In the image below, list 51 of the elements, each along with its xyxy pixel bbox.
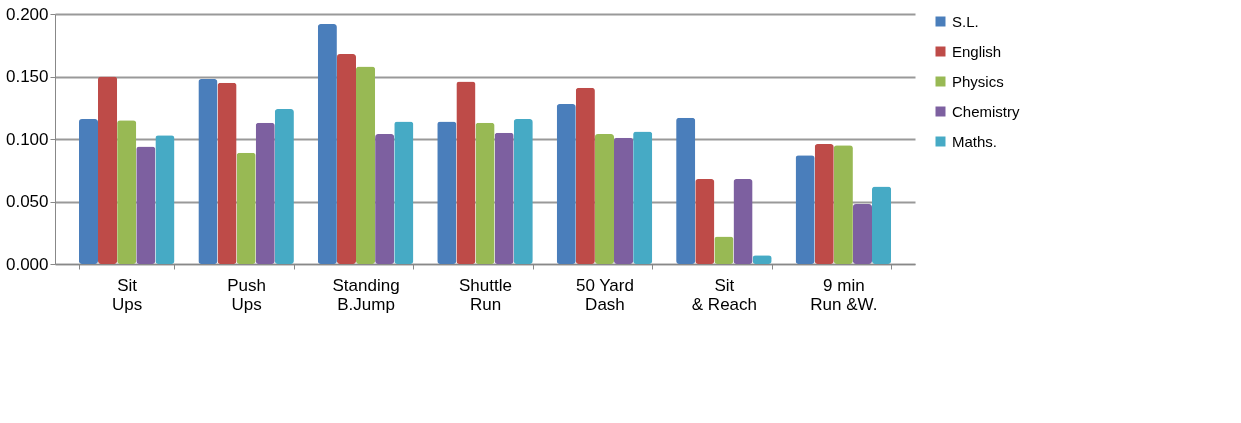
x-tick-label: Standing B.Jump — [332, 275, 400, 314]
legend-label: Maths. — [952, 132, 998, 150]
bar — [494, 132, 514, 264]
bar — [394, 121, 414, 264]
x-tick-label: 50 Yard Dash — [575, 275, 634, 314]
bar — [594, 134, 614, 264]
y-tick-label: 0.050 — [5, 192, 49, 211]
legend-label: Chemistry — [952, 102, 1021, 120]
bar — [695, 179, 715, 264]
bar — [317, 24, 337, 264]
y-tick-label: 0.200 — [5, 4, 49, 24]
bar — [814, 144, 834, 264]
bar — [98, 76, 118, 264]
bar — [872, 186, 892, 264]
bar — [255, 122, 275, 264]
bar — [217, 82, 237, 264]
bar — [336, 54, 356, 264]
bar — [833, 145, 853, 264]
y-tick-label: 0.150 — [5, 67, 49, 86]
bar — [575, 87, 595, 264]
y-tick-label: 0.100 — [5, 129, 49, 149]
legend-label: English — [952, 42, 1002, 60]
x-tick-label: Push Ups — [227, 275, 266, 314]
legend-label: Physics — [952, 72, 1004, 90]
bar — [614, 137, 634, 264]
bar — [676, 117, 696, 264]
y-tick-label: 0.000 — [5, 254, 49, 274]
bar — [78, 119, 98, 264]
x-tick-label: Sit & Reach — [691, 275, 757, 314]
bar — [714, 236, 734, 264]
bar — [513, 119, 533, 264]
bar — [274, 109, 294, 264]
bar — [795, 155, 815, 264]
legend-label: S.L. — [952, 12, 979, 30]
bar — [236, 152, 256, 264]
bar — [633, 131, 653, 264]
bar — [733, 179, 753, 264]
bar — [456, 81, 476, 264]
bar — [356, 66, 376, 264]
bar — [155, 135, 175, 264]
bar — [437, 121, 457, 264]
bar — [556, 104, 576, 264]
bar — [117, 120, 137, 264]
bar — [475, 122, 495, 264]
x-tick-label: 9 min Run &W. — [810, 275, 878, 314]
bar — [136, 146, 156, 264]
bar — [198, 79, 218, 264]
x-tick-label: Sit Ups — [112, 275, 143, 314]
bar — [852, 204, 872, 264]
bar — [375, 134, 395, 264]
x-tick-label: Shuttle Run — [459, 275, 512, 314]
